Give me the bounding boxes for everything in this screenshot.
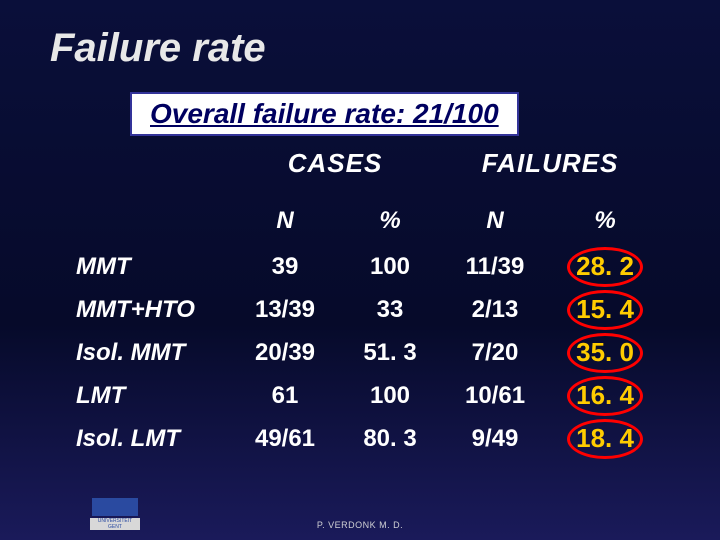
subtitle-text: Overall failure rate: 21/100 (150, 98, 499, 129)
sub-header-cases-n: N (230, 203, 340, 245)
sub-header-fail-pct: % (550, 203, 660, 245)
cell-cases-pct: 33 (340, 288, 440, 331)
cell-fail-n: 9/49 (440, 417, 550, 460)
cell-fail-n: 2/13 (440, 288, 550, 331)
footer-author: P. VERDONK M. D. (0, 520, 720, 530)
row-label: Isol. MMT (70, 331, 230, 374)
cell-cases-n: 20/39 (230, 331, 340, 374)
row-label: Isol. LMT (70, 417, 230, 460)
row-label: LMT (70, 374, 230, 417)
cell-fail-pct-text: 15. 4 (576, 294, 634, 324)
cell-cases-pct: 100 (340, 374, 440, 417)
table-row: LMT 61 100 10/61 16. 4 (70, 374, 660, 417)
cell-cases-n: 39 (230, 245, 340, 288)
cell-cases-n: 13/39 (230, 288, 340, 331)
sub-header-fail-n: N (440, 203, 550, 245)
cell-fail-pct-text: 16. 4 (576, 380, 634, 410)
table-row: MMT+HTO 13/39 33 2/13 15. 4 (70, 288, 660, 331)
row-label: MMT+HTO (70, 288, 230, 331)
cell-cases-n: 49/61 (230, 417, 340, 460)
cell-fail-pct-highlight: 28. 2 (550, 245, 660, 288)
table-group-header-row: CASES FAILURES (70, 140, 660, 203)
table-row: Isol. LMT 49/61 80. 3 9/49 18. 4 (70, 417, 660, 460)
cell-fail-pct-text: 28. 2 (576, 251, 634, 281)
cell-cases-pct: 80. 3 (340, 417, 440, 460)
cell-fail-pct-highlight: 16. 4 (550, 374, 660, 417)
cell-cases-n: 61 (230, 374, 340, 417)
cell-fail-n: 11/39 (440, 245, 550, 288)
row-label: MMT (70, 245, 230, 288)
cell-fail-pct-highlight: 35. 0 (550, 331, 660, 374)
cell-cases-pct: 51. 3 (340, 331, 440, 374)
cell-fail-n: 7/20 (440, 331, 550, 374)
subtitle-box: Overall failure rate: 21/100 (130, 92, 519, 136)
data-table: CASES FAILURES N % N % MMT 39 100 11/39 … (70, 140, 660, 460)
cell-fail-pct-highlight: 15. 4 (550, 288, 660, 331)
group-header-failures: FAILURES (440, 140, 660, 203)
cell-fail-n: 10/61 (440, 374, 550, 417)
cell-fail-pct-text: 35. 0 (576, 337, 634, 367)
slide-title: Failure rate (50, 26, 266, 71)
cell-fail-pct-text: 18. 4 (576, 423, 634, 453)
logo-emblem-icon (92, 498, 138, 516)
table-row: MMT 39 100 11/39 28. 2 (70, 245, 660, 288)
table-row: Isol. MMT 20/39 51. 3 7/20 35. 0 (70, 331, 660, 374)
cell-fail-pct-highlight: 18. 4 (550, 417, 660, 460)
group-header-cases: CASES (230, 140, 440, 203)
table-sub-header-row: N % N % (70, 203, 660, 245)
sub-header-cases-pct: % (340, 203, 440, 245)
cell-cases-pct: 100 (340, 245, 440, 288)
